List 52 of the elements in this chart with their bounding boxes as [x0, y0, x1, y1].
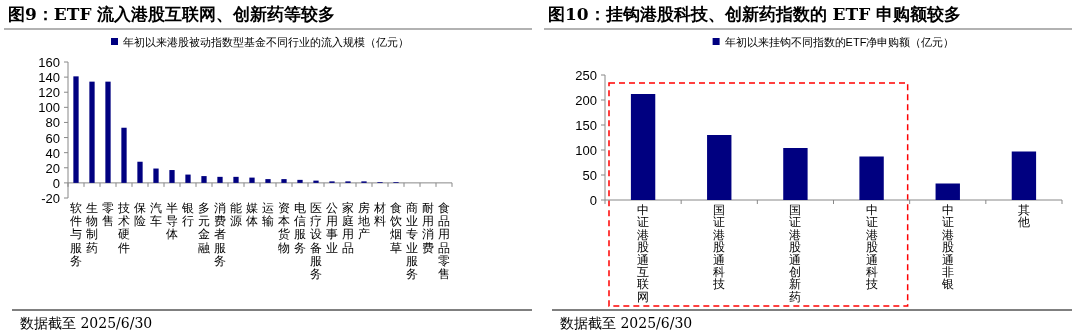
- x-tick-label: 零售: [102, 201, 114, 229]
- y-tick-label: 250: [575, 68, 597, 83]
- x-tick-label: 商业专业服务: [406, 201, 418, 281]
- x-tick-label: 家庭用品: [342, 201, 354, 255]
- y-tick-label: 150: [575, 118, 597, 133]
- y-tick-label: 160: [38, 55, 60, 70]
- x-tick-label: 多元金融: [198, 201, 210, 255]
- y-tick-label: 50: [582, 168, 597, 183]
- x-tick-label: 生物制药: [86, 201, 98, 255]
- y-tick-label: 140: [38, 70, 60, 86]
- x-tick-label: 媒体: [246, 201, 258, 229]
- chart-title: 图10：挂钩港股科技、创新药指数的 ETF 申购额较多: [548, 4, 962, 24]
- x-tick-label: 国证港股通科技: [712, 203, 726, 292]
- x-tick-label: 公用事业: [326, 201, 338, 255]
- x-tick-label: 耐用消费: [422, 201, 434, 255]
- x-tick-label: 电信服务: [294, 201, 306, 255]
- x-tick-label: 中证港股通科技: [864, 203, 878, 292]
- x-tick-label: 中证港股通互联网: [637, 203, 650, 304]
- y-tick-label: 100: [38, 100, 60, 116]
- y-tick-label: 40: [45, 145, 60, 161]
- chart-title: 图9：ETF 流入港股互联网、创新药等较多: [8, 4, 336, 24]
- x-tick-label: 医疗设备服务: [310, 201, 322, 281]
- x-tick-label: 半导体: [166, 201, 178, 242]
- x-tick-label: 汽车: [150, 201, 162, 229]
- y-tick-label: 20: [45, 160, 60, 176]
- y-tick-label: 0: [589, 193, 597, 208]
- y-tick-label: 60: [45, 130, 60, 146]
- x-tick-label: 中证港股通非银: [940, 203, 954, 292]
- y-tick-label: 0: [52, 175, 60, 191]
- x-tick-label: 能源: [230, 201, 242, 229]
- y-tick-label: 200: [575, 93, 597, 108]
- text: 数据截至 2025/6/30: [560, 315, 693, 331]
- x-tick-label: 房地产: [357, 201, 370, 242]
- x-tick-label: 运输: [262, 201, 274, 229]
- x-tick-label: 软件与服务: [70, 201, 82, 268]
- x-tick-label: 食品用品零售: [438, 201, 450, 281]
- x-tick-label: 国证港股通创新药: [789, 203, 802, 304]
- y-tick-label: 120: [38, 85, 60, 101]
- x-tick-label: 保险: [134, 201, 146, 229]
- y-tick-label: 80: [45, 115, 60, 131]
- x-tick-label: 其他: [1017, 203, 1030, 230]
- x-tick-label: 消费者服务: [214, 201, 226, 268]
- x-tick-label: 材料: [373, 201, 386, 229]
- x-tick-label: 技术硬件: [117, 201, 130, 255]
- legend-label: 年初以来挂钩不同指数的ETF净申购额（亿元）: [724, 36, 955, 48]
- x-tick-label: 食饮烟草: [389, 201, 402, 255]
- text: 数据截至 2025/6/30: [20, 315, 153, 331]
- legend-label: 年初以来港股被动指数型基金不同行业的流入规模（亿元）: [123, 36, 409, 48]
- y-tick-label: -20: [41, 191, 60, 206]
- x-tick-label: 资本货物: [278, 201, 290, 255]
- y-tick-label: 100: [575, 143, 597, 158]
- x-tick-label: 银行: [181, 201, 194, 229]
